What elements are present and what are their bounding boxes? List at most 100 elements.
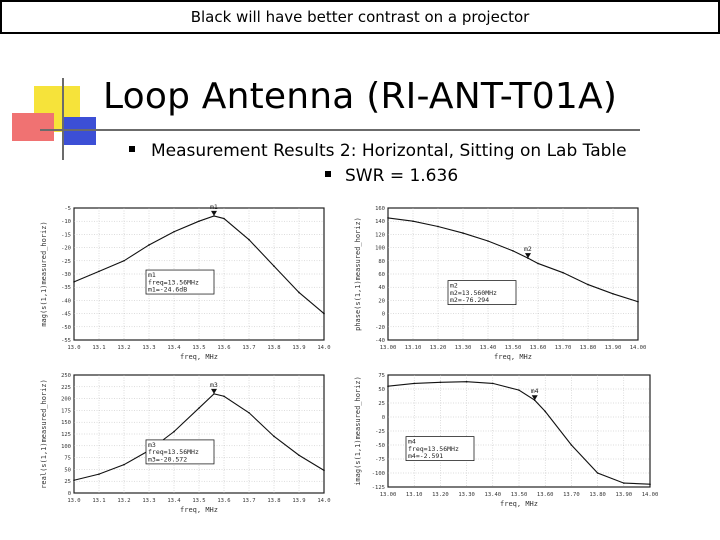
x-tick-label: 13.20: [430, 345, 447, 351]
marker-readout-line: m4=-2.591: [408, 452, 443, 460]
x-axis-title: freq, MHz: [180, 353, 218, 361]
y-tick-label: -20: [375, 325, 385, 331]
series-line: [387, 381, 651, 485]
series-point: [612, 293, 614, 295]
y-tick-label: -40: [61, 298, 71, 304]
series-line: [387, 217, 639, 303]
series-point: [323, 469, 325, 472]
marker-readout-line: m2: [450, 282, 458, 290]
y-tick-label: 120: [375, 232, 385, 238]
y-tick-label: 75: [378, 373, 385, 379]
y-tick-label: 125: [61, 432, 71, 438]
page-title: Loop Antenna (RI-ANT-T01A): [103, 76, 618, 117]
marker-readout-line: m2=13.560MHz: [450, 289, 497, 297]
series-point: [413, 382, 415, 385]
x-tick-label: 13.90: [616, 492, 633, 498]
y-tick-label: -55: [61, 338, 71, 344]
x-tick-label: 13.8: [267, 345, 280, 351]
vertical-rule-decoration: [62, 78, 64, 160]
x-tick-label: 13.50: [511, 492, 528, 498]
y-axis-title: imag(s(1,1)measured_horiz): [354, 376, 362, 486]
series-point: [148, 244, 150, 246]
series-point: [465, 380, 468, 383]
marker-readout-line: freq=13.56MHz: [148, 448, 199, 456]
chart-s11-phase: 13.00 13.10 13.20 13.30 13.40 13.50 13.60 13.70…: [354, 206, 647, 361]
y-tick-label: 20: [378, 298, 385, 304]
series-point: [623, 482, 625, 484]
y-tick-label: 25: [378, 401, 385, 407]
x-tick-label: 13.0: [67, 498, 80, 504]
y-tick-label: 140: [375, 219, 385, 225]
x-tick-label: 13.4: [167, 498, 181, 504]
x-tick-label: 13.9: [292, 345, 305, 351]
marker-label: m4: [531, 387, 539, 395]
y-tick-label: 50: [378, 387, 385, 393]
x-tick-label: 13.2: [117, 498, 130, 504]
series-point: [198, 220, 200, 222]
x-tick-label: 13.9: [292, 498, 305, 504]
series-point: [462, 232, 464, 234]
marker-readout-box: [447, 280, 517, 305]
series-point: [537, 262, 539, 265]
x-tick-label: 14.00: [630, 345, 647, 351]
series-point: [637, 300, 639, 303]
x-tick-label: 13.40: [485, 492, 502, 498]
marker-readout-box: [145, 269, 215, 295]
chart-s11-magnitude: 13.0 13.1 13.2 13.3 13.4 13.5 13.6 13.7 13.8 13.9…: [40, 203, 331, 361]
series-point: [123, 260, 125, 262]
y-tick-label: 75: [64, 456, 71, 462]
marker-label: m3: [210, 381, 218, 389]
x-tick-label: 13.70: [563, 492, 580, 498]
y-tick-label: 250: [61, 373, 71, 379]
y-tick-label: 160: [375, 206, 385, 212]
y-axis-title: mag(s(1,1)measured_horiz): [40, 221, 48, 326]
red-square-decoration: [12, 113, 54, 141]
x-axis-title: freq, MHz: [180, 506, 218, 514]
y-tick-label: -75: [375, 457, 385, 463]
y-tick-label: 175: [61, 408, 71, 414]
y-tick-label: -100: [372, 471, 385, 477]
series-point: [298, 291, 300, 294]
marker-readout-line: m3: [148, 441, 156, 449]
series-point: [439, 381, 442, 384]
series-point: [173, 430, 175, 433]
y-tick-label: -50: [61, 325, 71, 331]
x-tick-label: 13.4: [167, 345, 181, 351]
blue-square-decoration: [64, 117, 96, 145]
y-axis-title: phase(s(1,1)measured_horiz): [354, 217, 362, 331]
series-point: [487, 240, 489, 242]
x-tick-label: 13.10: [405, 345, 422, 351]
y-tick-label: 100: [375, 246, 385, 252]
x-axis-title: freq, MHz: [494, 353, 532, 361]
x-tick-label: 13.7: [242, 498, 255, 504]
series-point: [323, 312, 325, 315]
bullet-swr: SWR = 1.636: [325, 166, 458, 186]
series-point: [512, 250, 514, 252]
x-tick-label: 13.8: [267, 498, 280, 504]
x-tick-label: 13.20: [432, 492, 449, 498]
y-tick-label: -40: [375, 338, 385, 344]
y-tick-label: -30: [61, 272, 71, 278]
x-axis-title: freq, MHz: [500, 500, 538, 508]
marker-readout-line: m1: [148, 271, 156, 279]
y-tick-label: -50: [375, 443, 385, 449]
y-tick-label: -15: [61, 232, 71, 238]
series-point: [492, 382, 494, 385]
x-tick-label: 13.5: [192, 498, 205, 504]
x-tick-label: 13.00: [380, 345, 397, 351]
y-tick-label: 200: [61, 397, 71, 403]
series-point: [123, 463, 125, 466]
x-tick-label: 13.5: [192, 345, 205, 351]
series-point: [649, 483, 651, 485]
series-point: [596, 472, 599, 474]
series-point: [173, 230, 175, 233]
series-point: [223, 395, 225, 398]
y-tick-label: 25: [64, 479, 71, 485]
x-tick-label: 13.6: [217, 345, 230, 351]
x-tick-label: 13.2: [117, 345, 130, 351]
series-point: [544, 410, 546, 413]
marker-readout-line: m4: [408, 438, 416, 446]
chart-s11-imag: 13.00 13.10 13.20 13.30 13.40 13.50 13.60 13.70…: [354, 373, 658, 508]
y-tick-label: 100: [61, 444, 71, 450]
top-banner: Black will have better contrast on a pro…: [0, 0, 720, 34]
